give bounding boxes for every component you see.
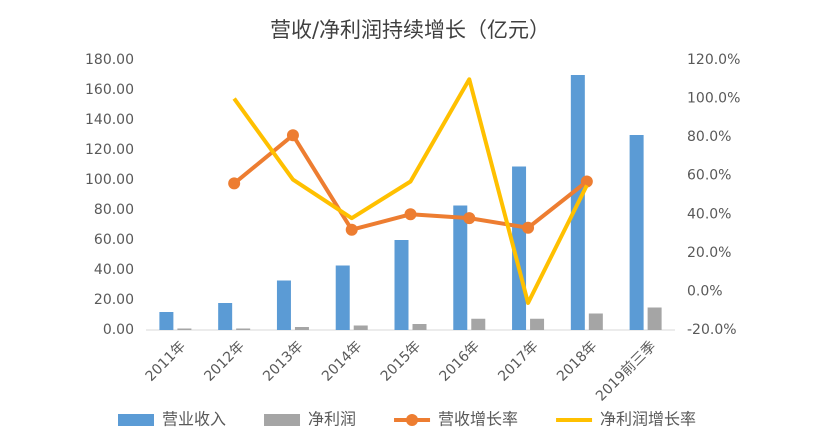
marker — [580, 175, 593, 188]
marker — [228, 177, 241, 190]
bar — [588, 313, 603, 330]
bar — [453, 205, 468, 330]
x-tick-label: 2012年 — [201, 338, 247, 384]
legend-label: 净利润增长率 — [600, 410, 696, 429]
bar — [218, 303, 233, 330]
bar — [276, 280, 291, 330]
bar — [335, 265, 350, 330]
y-tick-label: 20.00 — [94, 292, 134, 308]
marker — [463, 212, 476, 225]
y-tick-label: 120.00 — [85, 142, 134, 158]
y2-tick-label: 120.0% — [687, 52, 740, 68]
x-tick-label: 2013年 — [260, 338, 306, 384]
y2-tick-label: 0.0% — [687, 283, 723, 299]
marker — [522, 221, 535, 234]
legend-swatch — [118, 414, 154, 426]
bar — [471, 318, 486, 330]
bar — [159, 312, 174, 330]
legend-label: 营业收入 — [162, 410, 226, 429]
y2-tick-label: 100.0% — [687, 91, 740, 107]
x-tick-label: 2017年 — [495, 338, 541, 384]
y-tick-label: 60.00 — [94, 232, 134, 248]
y-tick-label: 40.00 — [94, 262, 134, 278]
bar — [629, 135, 644, 330]
bar — [236, 328, 251, 330]
y-tick-label: 160.00 — [85, 82, 134, 98]
y-tick-label: 180.00 — [85, 52, 134, 68]
y-tick-label: 0.00 — [103, 322, 134, 338]
bar — [177, 328, 192, 330]
y2-tick-label: 80.0% — [687, 129, 731, 145]
y-tick-label: 100.00 — [85, 172, 134, 188]
y2-tick-label: 20.0% — [687, 245, 731, 261]
y2-tick-label: -20.0% — [687, 322, 737, 338]
x-tick-label: 2014年 — [319, 338, 365, 384]
legend-swatch — [264, 414, 301, 426]
bar — [353, 325, 368, 330]
y2-tick-label: 40.0% — [687, 206, 731, 222]
y2-tick-label: 60.0% — [687, 168, 731, 184]
line — [232, 77, 589, 305]
bar — [530, 318, 545, 330]
marker — [404, 208, 417, 221]
marker — [286, 129, 299, 142]
x-tick-label: 2011年 — [143, 338, 189, 384]
y-tick-label: 140.00 — [85, 112, 134, 128]
bar — [647, 307, 662, 330]
legend-marker — [406, 414, 419, 426]
bar — [294, 327, 309, 330]
x-tick-label: 2018年 — [554, 338, 600, 384]
chart-title: 营收/净利润持续增长（亿元） — [270, 18, 550, 42]
bar — [394, 240, 409, 330]
x-tick-label: 2015年 — [378, 338, 424, 384]
x-tick-label: 2016年 — [437, 338, 483, 384]
legend-label: 营收增长率 — [438, 410, 518, 429]
legend-label: 净利润 — [308, 410, 356, 429]
x-tick-label: 2019前三季 — [592, 338, 659, 405]
y-tick-label: 80.00 — [94, 202, 134, 218]
marker — [345, 223, 358, 236]
bar — [412, 324, 427, 330]
